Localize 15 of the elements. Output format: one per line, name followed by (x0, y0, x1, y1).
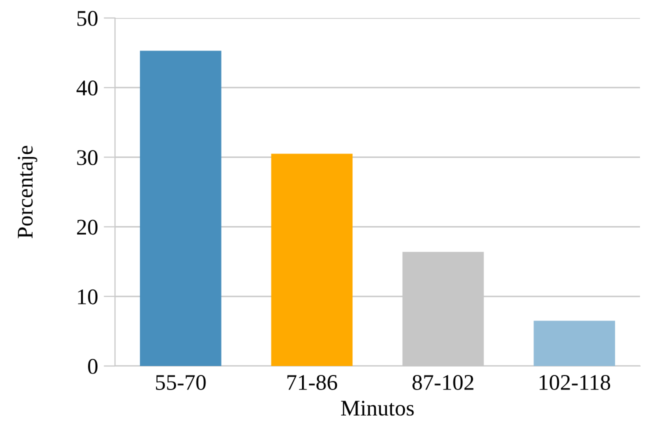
bar (140, 50, 222, 366)
x-axis-title: Minutos (341, 400, 414, 416)
x-tick-label: 87-102 (412, 374, 474, 390)
y-tick-label: 50 (77, 10, 98, 26)
x-tick-label: 55-70 (156, 374, 206, 390)
y-tick-label: 30 (77, 150, 98, 166)
y-tick-label: 10 (78, 289, 98, 304)
bar (271, 154, 353, 366)
y-tick-label: 40 (76, 80, 98, 96)
y-tick-label: 20 (77, 220, 98, 235)
bar (534, 320, 616, 366)
x-tick-label: 71-86 (287, 374, 338, 390)
y-tick-label: 0 (88, 358, 98, 374)
x-tick-label: 102-118 (540, 374, 610, 390)
y-axis-title: Porcentaje (18, 146, 38, 238)
